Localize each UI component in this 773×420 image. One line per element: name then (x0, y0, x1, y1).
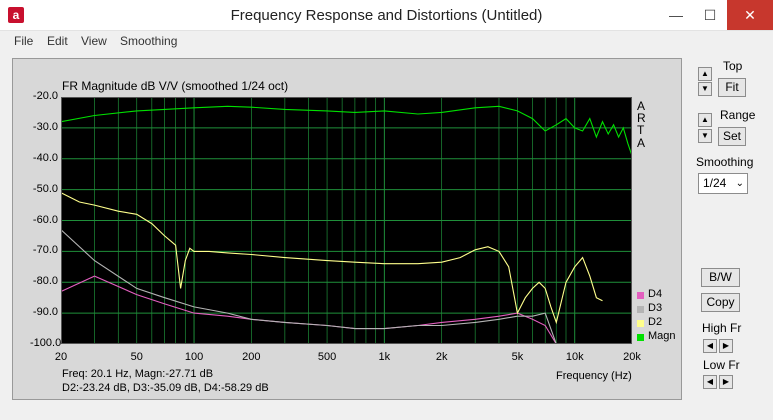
legend-swatch-d2 (637, 320, 644, 327)
frequency-response-plot[interactable] (61, 97, 632, 344)
menu-view[interactable]: View (81, 34, 107, 48)
copy-button[interactable]: Copy (701, 293, 740, 312)
legend-label-d3: D3 (648, 302, 663, 314)
range-up-button[interactable]: ▲ (698, 113, 712, 127)
high-fr-right-button[interactable]: ▶ (719, 339, 733, 353)
title-bar: a Frequency Response and Distortions (Un… (0, 0, 773, 31)
legend-swatch-d3 (637, 306, 644, 313)
legend-swatch-d4 (637, 292, 644, 299)
series-line-magn (61, 105, 632, 156)
plot-border (61, 97, 632, 344)
fit-button[interactable]: Fit (718, 78, 746, 97)
series-line-d3 (61, 229, 557, 344)
y-tick-label: -30.0 (32, 120, 58, 133)
range-label: Range (720, 108, 756, 122)
x-tick-label: 20 (54, 351, 68, 363)
y-tick-label: -20.0 (32, 90, 58, 102)
top-down-button[interactable]: ▼ (698, 82, 712, 96)
y-tick-label: -100.0 (30, 337, 62, 349)
cursor-readout-line2: D2:-23.24 dB, D3:-35.09 dB, D4:-58.29 dB (62, 382, 269, 394)
x-tick-label: 500 (317, 351, 337, 363)
x-tick-label: 200 (242, 351, 261, 363)
low-fr-left-button[interactable]: ◀ (703, 375, 717, 389)
legend-label-d2: D2 (648, 316, 663, 328)
low-fr-label: Low Fr (703, 358, 740, 372)
chart-title: FR Magnitude dB V/V (smoothed 1/24 oct) (62, 79, 289, 93)
x-tick-label: 10k (565, 351, 584, 363)
set-button[interactable]: Set (718, 127, 746, 146)
arta-letter-a1: A (637, 99, 646, 113)
arta-letter-t: T (637, 123, 645, 137)
menu-smoothing[interactable]: Smoothing (120, 34, 178, 48)
x-tick-label: 1k (378, 351, 391, 363)
low-fr-right-button[interactable]: ▶ (719, 375, 733, 389)
high-fr-left-button[interactable]: ◀ (703, 339, 717, 353)
top-up-button[interactable]: ▲ (698, 67, 712, 81)
smoothing-select[interactable]: 1/24 ⌄ (698, 173, 748, 194)
app-icon: a (8, 7, 24, 23)
legend-label-magn: Magn (648, 330, 676, 342)
series-line-d2 (61, 192, 603, 325)
arta-letter-a2: A (637, 136, 646, 150)
y-tick-label: -80.0 (32, 275, 58, 288)
close-button[interactable]: ✕ (727, 0, 773, 30)
y-tick-label: -90.0 (32, 306, 58, 319)
menu-bar: File Edit View Smoothing (0, 31, 773, 52)
x-tick-label: 50 (130, 351, 143, 363)
arta-letter-r: R (637, 111, 646, 125)
menu-edit[interactable]: Edit (47, 34, 68, 48)
y-tick-label: -40.0 (32, 151, 58, 164)
minimize-button[interactable]: — (669, 7, 683, 23)
cursor-readout-line1: Freq: 20.1 Hz, Magn:-27.71 dB (62, 368, 214, 380)
x-tick-label: 5k (511, 351, 524, 363)
chevron-down-icon: ⌄ (735, 178, 744, 189)
y-tick-label: -60.0 (32, 213, 58, 226)
x-axis-title: Frequency (Hz) (556, 370, 632, 382)
legend-label-d4: D4 (648, 288, 663, 300)
high-fr-label: High Fr (702, 321, 742, 335)
y-tick-label: -50.0 (32, 182, 58, 195)
smoothing-value: 1/24 (703, 176, 727, 190)
legend-swatch-magn (637, 334, 644, 341)
menu-file[interactable]: File (14, 34, 34, 48)
x-tick-label: 100 (184, 351, 204, 363)
x-tick-label: 20k (623, 351, 641, 363)
window-title: Frequency Response and Distortions (Unti… (230, 7, 543, 24)
y-tick-label: -70.0 (32, 244, 58, 257)
range-down-button[interactable]: ▼ (698, 129, 712, 143)
maximize-button[interactable]: ☐ (703, 7, 717, 23)
bw-button[interactable]: B/W (701, 268, 740, 287)
smoothing-label: Smoothing (696, 155, 754, 169)
x-tick-label: 2k (435, 351, 448, 363)
top-label: Top (723, 59, 743, 73)
